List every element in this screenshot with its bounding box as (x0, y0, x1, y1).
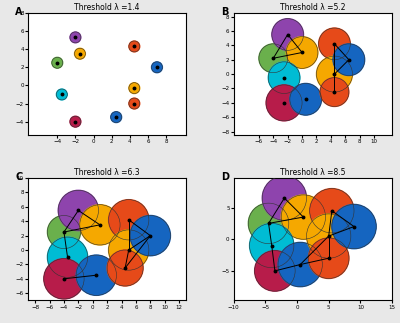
Circle shape (272, 19, 304, 50)
Circle shape (259, 44, 288, 73)
Circle shape (306, 214, 351, 258)
Title: Threshold λ =1.4: Threshold λ =1.4 (74, 3, 140, 12)
Text: A: A (15, 7, 23, 17)
Circle shape (268, 62, 300, 94)
Circle shape (48, 215, 80, 249)
Title: Threshold λ =8.5: Threshold λ =8.5 (280, 168, 346, 177)
Circle shape (262, 176, 306, 220)
Circle shape (129, 98, 140, 109)
Circle shape (250, 224, 294, 268)
Circle shape (58, 190, 98, 231)
Circle shape (108, 200, 149, 240)
Circle shape (56, 89, 67, 100)
Title: Threshold λ =6.3: Threshold λ =6.3 (74, 168, 140, 177)
Circle shape (266, 85, 302, 121)
Circle shape (255, 251, 295, 291)
Circle shape (278, 242, 322, 287)
Circle shape (281, 195, 326, 239)
Circle shape (130, 215, 170, 256)
Circle shape (108, 230, 149, 270)
Circle shape (310, 189, 354, 233)
Circle shape (320, 78, 349, 107)
Text: B: B (221, 7, 228, 17)
Title: Threshold λ =5.2: Threshold λ =5.2 (280, 3, 346, 12)
Circle shape (44, 259, 84, 299)
Circle shape (70, 32, 81, 43)
Circle shape (80, 205, 120, 245)
Circle shape (316, 56, 352, 92)
Text: D: D (221, 172, 229, 182)
Text: C: C (15, 172, 22, 182)
Circle shape (76, 255, 116, 295)
Circle shape (52, 57, 63, 68)
Circle shape (319, 28, 350, 60)
Circle shape (290, 83, 322, 115)
Circle shape (152, 62, 162, 73)
Circle shape (129, 83, 140, 94)
Circle shape (111, 112, 122, 122)
Circle shape (107, 250, 143, 286)
Circle shape (129, 41, 140, 52)
Circle shape (248, 203, 289, 244)
Circle shape (332, 204, 376, 249)
Circle shape (286, 37, 318, 68)
Circle shape (74, 48, 85, 59)
Circle shape (308, 238, 349, 278)
Circle shape (333, 44, 365, 76)
Circle shape (70, 116, 81, 127)
Circle shape (48, 237, 88, 277)
